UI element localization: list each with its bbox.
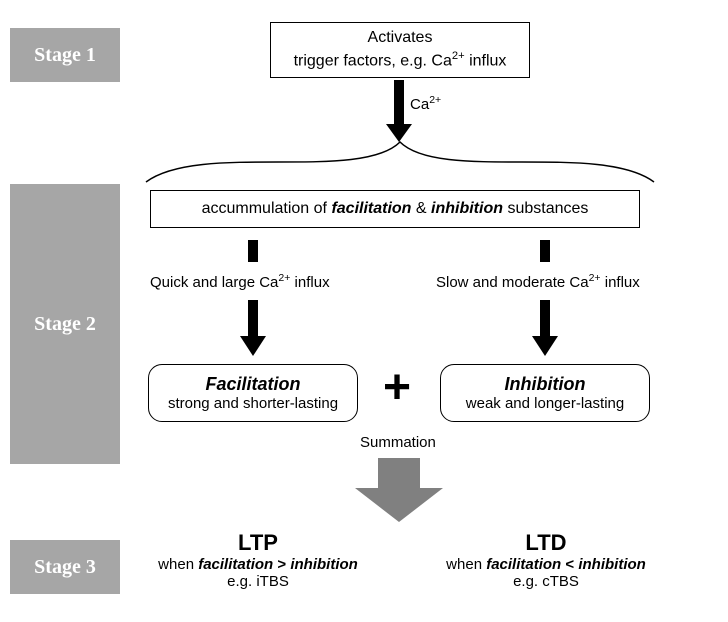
ltd-em2: inhibition [578,556,645,573]
facilitation-sub: strong and shorter-lasting [168,395,338,412]
stub-slow [540,240,550,262]
plus-text: + [383,361,411,414]
arrow-slow-down [532,300,558,356]
stage-3-text: Stage 3 [34,556,96,579]
activates-box: Activates trigger factors, e.g. Ca2+ inf… [270,22,530,78]
slow-sup: 2+ [589,272,601,284]
quick-post: influx [290,274,329,291]
slow-post: influx [601,274,640,291]
acc-post: substances [503,200,588,217]
stage-2-text: Stage 2 [34,313,96,336]
ltd-em1: facilitation [486,556,561,573]
arrow-quick-down [240,300,266,356]
ltp-op: > [273,556,290,573]
stage-1-text: Stage 1 [34,44,96,67]
quick-pre: Quick and large Ca [150,274,278,291]
quick-label: Quick and large Ca2+ influx [150,272,330,291]
summation-text: Summation [360,434,436,451]
activates-line2-pre: trigger factors, e.g. Ca [294,52,452,69]
stage-3-label: Stage 3 [10,540,120,594]
acc-em1: facilitation [331,200,411,217]
ltp-em2: inhibition [290,556,357,573]
inhibition-box: Inhibition weak and longer-lasting [440,364,650,422]
ltd-op: < [561,556,578,573]
inhibition-title: Inhibition [505,374,586,394]
ltp-pre: when [158,556,198,573]
stub-quick [248,240,258,262]
quick-sup: 2+ [278,272,290,284]
summation-label: Summation [360,434,436,451]
brace-curve [146,142,654,182]
ltp-em1: facilitation [198,556,273,573]
activates-line1: Activates [368,28,433,49]
activates-line2-sup: 2+ [452,50,465,62]
stage-1-label: Stage 1 [10,28,120,82]
arrow-summation-down [355,458,443,522]
slow-label: Slow and moderate Ca2+ influx [436,272,640,291]
ltp-eg: e.g. iTBS [227,573,289,590]
accumulation-box: accummulation of facilitation & inhibiti… [150,190,640,228]
ltd-title: LTD [525,530,566,555]
facilitation-title: Facilitation [205,374,300,394]
ltd-eg: e.g. cTBS [513,573,579,590]
ltd-block: LTD when facilitation < inhibition e.g. … [436,530,656,590]
ca-arrow-label: Ca2+ [410,94,441,113]
arrow-activates-down [386,80,412,142]
inhibition-sub: weak and longer-lasting [466,395,624,412]
ltp-block: LTP when facilitation > inhibition e.g. … [148,530,368,590]
ltd-pre: when [446,556,486,573]
facilitation-box: Facilitation strong and shorter-lasting [148,364,358,422]
ltp-title: LTP [238,530,278,555]
activates-line2-post: influx [465,52,507,69]
slow-pre: Slow and moderate Ca [436,274,589,291]
accumulation-text: accummulation of facilitation & inhibiti… [202,200,589,218]
acc-pre: accummulation of [202,200,332,217]
acc-em2: inhibition [431,200,503,217]
acc-mid: & [411,200,431,217]
stage-2-label: Stage 2 [10,184,120,464]
ca-sup: 2+ [429,94,441,106]
ca-pre: Ca [410,96,429,113]
activates-line2: trigger factors, e.g. Ca2+ influx [294,49,507,72]
plus-icon: + [383,360,411,415]
